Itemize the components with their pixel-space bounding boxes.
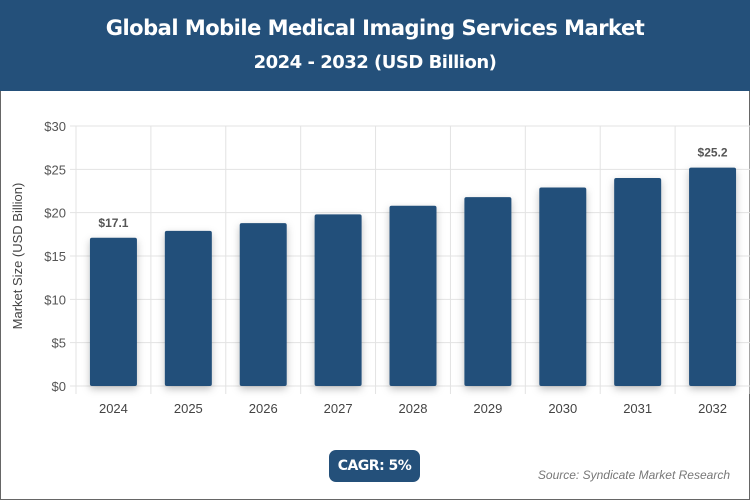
- x-tick-label: 2026: [249, 401, 278, 416]
- bar-2031: [614, 178, 662, 386]
- source-note: Source: Syndicate Market Research: [537, 468, 730, 482]
- x-tick-label: 2032: [698, 401, 727, 416]
- bar-2030: [539, 187, 587, 386]
- chart-subtitle: 2024 - 2032 (USD Billion): [253, 52, 497, 73]
- x-tick-label: 2027: [324, 401, 353, 416]
- cagr-badge: CAGR: 5%: [329, 450, 420, 482]
- bar-2024: [89, 237, 137, 386]
- bar-2032: [689, 167, 737, 386]
- x-tick-label: 2029: [473, 401, 502, 416]
- bar-2026: [239, 223, 287, 386]
- data-label: $17.1: [98, 216, 128, 230]
- y-axis-label: Market Size (USD Billion): [10, 183, 25, 330]
- x-tick-label: 2028: [399, 401, 428, 416]
- bar-2025: [164, 230, 212, 386]
- x-tick-label: 2030: [548, 401, 577, 416]
- bar-2028: [389, 205, 437, 386]
- y-tick-label: $20: [44, 206, 66, 221]
- bar-2027: [314, 214, 362, 386]
- y-tick-label: $5: [52, 336, 66, 351]
- x-tick-label: 2025: [174, 401, 203, 416]
- y-tick-label: $30: [44, 119, 66, 134]
- y-tick-label: $15: [44, 249, 66, 264]
- bar-2029: [464, 197, 512, 386]
- bar-chart: $0 $5 $10 $15 $20 $25 $30 2024 $17.1 2025 2026 2027…: [10, 119, 750, 416]
- y-tick-label: $25: [44, 162, 66, 177]
- x-tick-label: 2031: [623, 401, 652, 416]
- x-tick-label: 2024: [99, 401, 128, 416]
- y-tick-label: $0: [52, 379, 66, 394]
- chart-header: Global Mobile Medical Imaging Services M…: [0, 0, 750, 91]
- data-label: $25.2: [698, 146, 728, 160]
- chart-title: Global Mobile Medical Imaging Services M…: [105, 16, 645, 40]
- y-tick-label: $10: [44, 292, 66, 307]
